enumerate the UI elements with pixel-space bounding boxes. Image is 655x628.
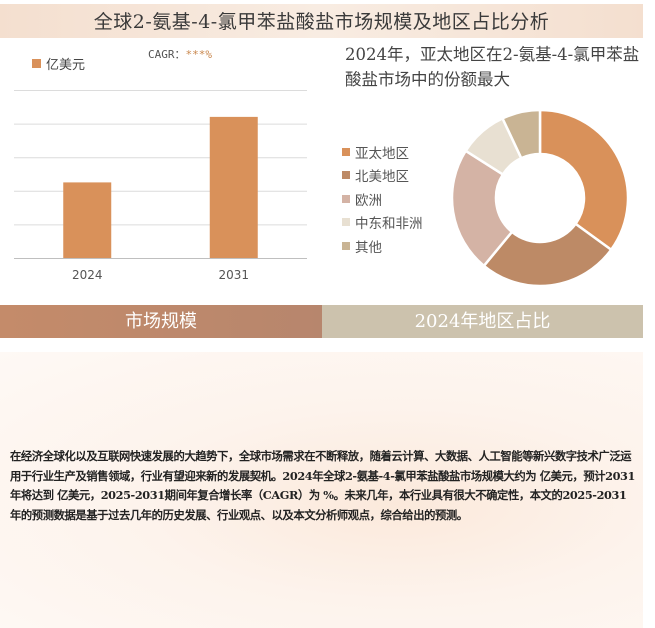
pie-legend: 亚太地区北美地区欧洲中东和非洲其他 xyxy=(342,140,423,258)
pie-legend-swatch xyxy=(342,218,350,227)
legend-label: 亿美元 xyxy=(46,58,86,73)
page-title: 全球2-氨基-4-氯甲苯盐酸盐市场规模及地区占比分析 xyxy=(93,11,550,33)
pie-legend-swatch xyxy=(342,241,350,250)
tab-region-share[interactable]: 2024年地区占比 xyxy=(322,305,643,338)
pie-legend-swatch xyxy=(342,147,350,156)
pie-legend-swatch xyxy=(342,171,350,180)
pie-legend-item: 欧洲 xyxy=(342,187,423,211)
x-tick-label: 2031 xyxy=(218,268,249,282)
slice-亚太地区 xyxy=(538,108,630,252)
pie-legend-item: 北美地区 xyxy=(342,164,423,188)
x-tick-label: 2024 xyxy=(72,268,103,282)
bar-marks xyxy=(63,116,258,258)
legend-swatch xyxy=(32,59,41,68)
pie-legend-label: 欧洲 xyxy=(355,192,382,209)
pie-legend-item: 亚太地区 xyxy=(342,140,423,164)
description-text: 在经济全球化以及互联网快速发展的大趋势下，全球市场需求在不断释放，随着云计算、大… xyxy=(10,449,635,522)
cagr-label: CAGR：***% xyxy=(148,46,212,62)
slice-其他 xyxy=(500,108,542,160)
pie-title: 2024年，亚太地区在2-氨基-4-氯甲苯盐酸盐市场中的份额最大 xyxy=(345,45,640,89)
bar-2024 xyxy=(63,182,112,258)
pie-legend-item: 中东和非洲 xyxy=(342,211,423,235)
cagr-text: CAGR： xyxy=(148,48,186,61)
bar-legend: 亿美元 xyxy=(32,54,85,73)
pie-legend-swatch xyxy=(342,194,350,203)
donut-slices xyxy=(450,108,630,288)
donut-chart xyxy=(450,108,630,288)
pie-legend-label: 亚太地区 xyxy=(355,145,409,162)
pie-legend-label: 其他 xyxy=(355,239,382,256)
bar-ticks: 2024 2031 xyxy=(72,268,249,282)
slice-欧洲 xyxy=(450,149,514,268)
bar-2031 xyxy=(209,116,258,258)
slice-北美地区 xyxy=(482,222,613,288)
tab-market-size[interactable]: 市场规模 xyxy=(0,305,322,338)
pie-legend-label: 中东和非洲 xyxy=(355,216,423,233)
pie-legend-label: 北美地区 xyxy=(355,169,409,186)
pie-legend-item: 其他 xyxy=(342,234,423,258)
cagr-value: ***% xyxy=(185,48,213,61)
title-band xyxy=(0,4,643,38)
description-box: 在经济全球化以及互联网快速发展的大趋势下，全球市场需求在不断释放，随着云计算、大… xyxy=(0,352,643,628)
bar-grid xyxy=(14,90,307,259)
bar-chart: 2024 2031 xyxy=(14,90,307,282)
